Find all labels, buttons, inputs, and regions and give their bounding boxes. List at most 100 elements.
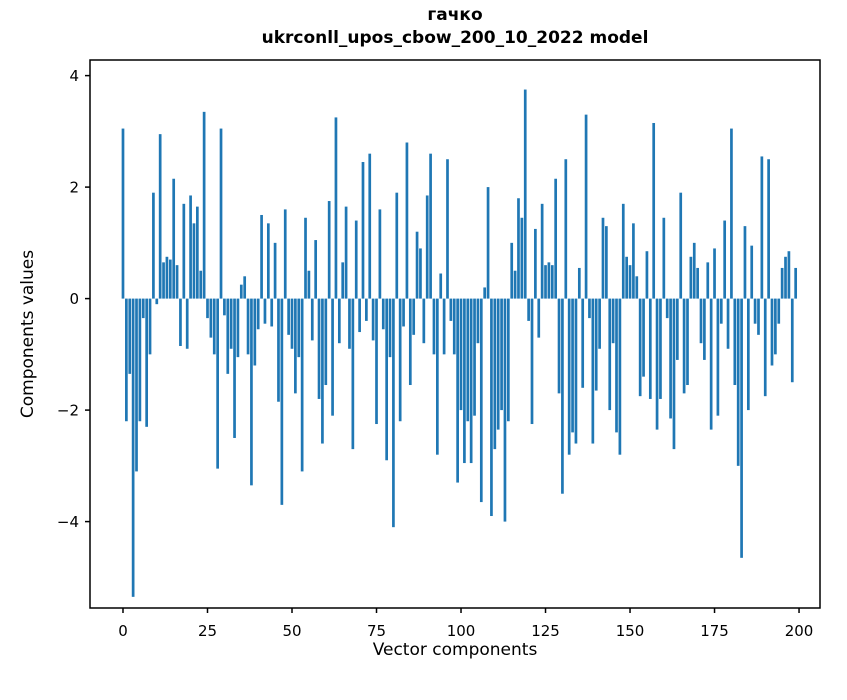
bar — [456, 298, 459, 483]
bar — [446, 159, 449, 299]
bar — [679, 192, 683, 299]
bar — [463, 298, 466, 464]
y-axis-label: Components values — [18, 249, 38, 419]
bar — [229, 298, 233, 349]
bar — [442, 298, 446, 355]
bar — [469, 298, 473, 464]
bar — [517, 198, 520, 299]
bar — [686, 298, 689, 386]
bar — [405, 142, 409, 299]
bar — [561, 298, 564, 494]
bar — [790, 298, 794, 383]
bar — [395, 192, 399, 299]
bar — [628, 265, 632, 299]
bar — [371, 298, 375, 341]
bar — [513, 270, 517, 299]
bar — [527, 298, 530, 321]
bar — [510, 242, 514, 299]
bar — [554, 178, 558, 299]
bar — [682, 298, 686, 394]
bar — [760, 156, 764, 299]
y-tick-label: 0 — [69, 290, 79, 308]
bar — [266, 223, 270, 299]
x-tick-label: 0 — [118, 622, 128, 640]
bar — [381, 298, 385, 330]
bar — [192, 223, 196, 299]
bar — [506, 298, 510, 422]
bar — [317, 298, 321, 399]
bar — [172, 178, 176, 299]
bar — [540, 203, 544, 299]
bar — [703, 298, 706, 360]
bar — [537, 298, 541, 338]
bar — [125, 298, 128, 422]
bar — [280, 298, 284, 505]
bar — [287, 298, 290, 335]
bar — [581, 298, 585, 388]
bar — [226, 298, 230, 374]
bar — [544, 265, 547, 299]
bar — [557, 298, 561, 394]
plot-border — [89, 59, 821, 609]
bar — [655, 298, 659, 430]
bar — [719, 298, 723, 324]
bar — [439, 273, 443, 299]
bar — [365, 298, 368, 321]
bar — [736, 298, 740, 466]
bar — [452, 298, 456, 355]
x-tick-label: 175 — [700, 622, 729, 640]
bar — [473, 298, 476, 416]
bar — [341, 262, 345, 299]
bar — [131, 298, 135, 597]
bar — [699, 298, 703, 344]
bar — [574, 298, 578, 444]
bar — [256, 298, 260, 330]
bar — [310, 298, 314, 341]
bar — [479, 298, 483, 503]
bar — [530, 298, 534, 425]
bar — [493, 298, 497, 450]
bar — [422, 298, 426, 344]
x-tick-label: 100 — [447, 622, 476, 640]
bar — [723, 220, 727, 299]
bar — [304, 217, 307, 299]
bar — [152, 192, 155, 299]
bar — [733, 298, 737, 386]
bar — [121, 128, 125, 299]
bar — [588, 298, 591, 319]
chart-subtitle: ukrconll_upos_cbow_200_10_2022 model — [261, 28, 649, 48]
bar — [344, 206, 348, 299]
bar — [547, 262, 551, 299]
bar — [784, 256, 787, 299]
bar — [696, 267, 699, 299]
bar — [713, 248, 716, 299]
bar — [196, 206, 199, 299]
bar — [591, 298, 595, 444]
bar — [436, 298, 439, 455]
bar — [601, 217, 605, 299]
bar — [503, 298, 507, 522]
x-tick-label: 125 — [531, 622, 560, 640]
bar — [148, 298, 152, 355]
bar — [398, 298, 402, 422]
bar — [331, 298, 334, 416]
bar — [476, 298, 480, 344]
bar — [179, 298, 182, 346]
bar — [642, 298, 645, 377]
bar — [486, 187, 490, 299]
bar — [635, 276, 639, 299]
bar — [774, 298, 777, 355]
bar — [327, 201, 331, 299]
bar — [716, 298, 720, 416]
bar — [459, 298, 463, 411]
bar — [297, 298, 301, 358]
x-tick-label: 75 — [367, 622, 386, 640]
y-tick-label: 4 — [69, 67, 79, 85]
bar — [669, 298, 672, 419]
bar — [185, 298, 189, 349]
bar — [429, 153, 432, 299]
bar — [354, 220, 358, 299]
bar — [740, 298, 743, 558]
